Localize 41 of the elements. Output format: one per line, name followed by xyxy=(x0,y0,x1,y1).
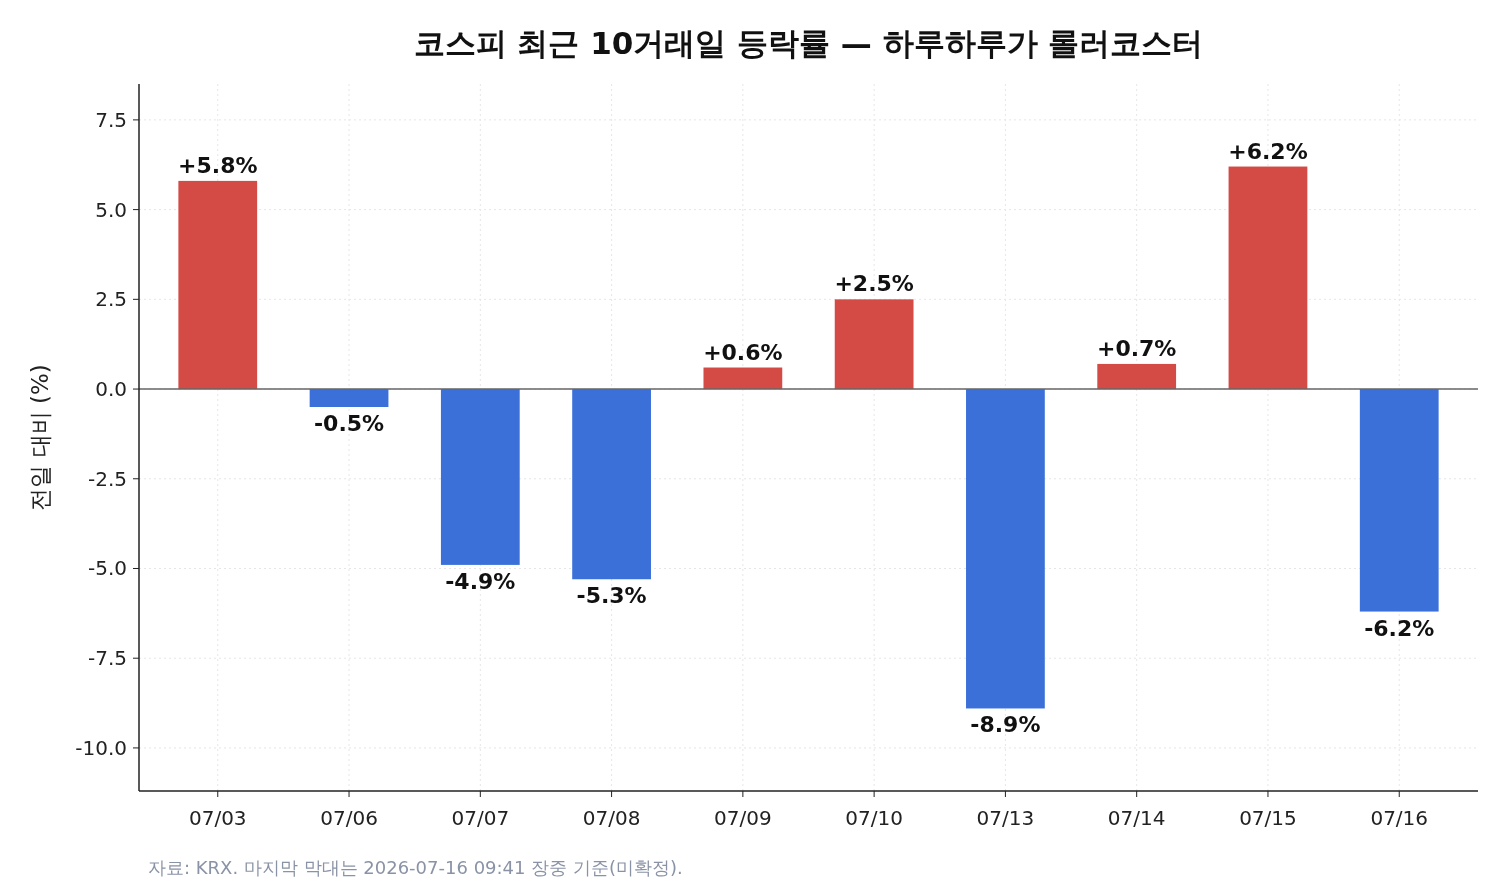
x-tick-label: 07/09 xyxy=(714,806,772,830)
x-tick-label: 07/07 xyxy=(451,806,510,830)
bar xyxy=(966,389,1045,709)
chart-title: 코스피 최근 10거래일 등락률 — 하루하루가 롤러코스터 xyxy=(413,25,1204,61)
y-tick-label: 7.5 xyxy=(95,107,127,132)
bar xyxy=(1097,363,1177,390)
bar xyxy=(309,389,389,407)
bar xyxy=(1228,166,1308,390)
y-tick-label: 2.5 xyxy=(95,287,127,312)
bar xyxy=(1359,389,1439,612)
x-tick-label: 07/10 xyxy=(845,806,903,830)
x-tick-label: 07/14 xyxy=(1107,806,1166,830)
y-tick-label: -7.5 xyxy=(87,646,127,671)
bar xyxy=(440,389,520,565)
data-label: -5.3% xyxy=(576,583,647,609)
data-label: +0.6% xyxy=(703,339,783,365)
data-label: +0.7% xyxy=(1096,335,1177,361)
bar xyxy=(834,299,914,390)
y-axis-title: 전일 대비 (%) xyxy=(27,364,53,511)
data-label: -4.9% xyxy=(445,568,516,594)
y-tick-label: 5.0 xyxy=(95,197,127,222)
data-label: +5.8% xyxy=(178,152,258,178)
data-label: -8.9% xyxy=(970,712,1041,738)
y-tick-label: -2.5 xyxy=(87,466,127,491)
x-tick-label: 07/16 xyxy=(1370,806,1429,830)
bar xyxy=(178,180,258,390)
data-label: -0.5% xyxy=(313,410,385,436)
y-tick-label: 0.0 xyxy=(95,377,127,402)
x-tick-label: 07/06 xyxy=(320,806,378,830)
x-tick-label: 07/15 xyxy=(1239,806,1297,830)
data-label: -6.2% xyxy=(1364,615,1435,641)
x-tick-label: 07/13 xyxy=(976,806,1035,830)
text: 자료: KRX. 마지막 막대는 2026-07-16 09:41 장중 기준(미확정). xyxy=(148,857,683,878)
data-label: +6.2% xyxy=(1228,138,1308,164)
data-label: +2.5% xyxy=(834,271,914,297)
x-tick-label: 07/08 xyxy=(582,806,641,830)
bar xyxy=(703,367,783,390)
bar xyxy=(572,389,651,580)
x-tick-label: 07/03 xyxy=(188,806,247,830)
y-tick-label: -5.0 xyxy=(87,556,127,581)
y-tick-label: -10.0 xyxy=(75,735,127,760)
